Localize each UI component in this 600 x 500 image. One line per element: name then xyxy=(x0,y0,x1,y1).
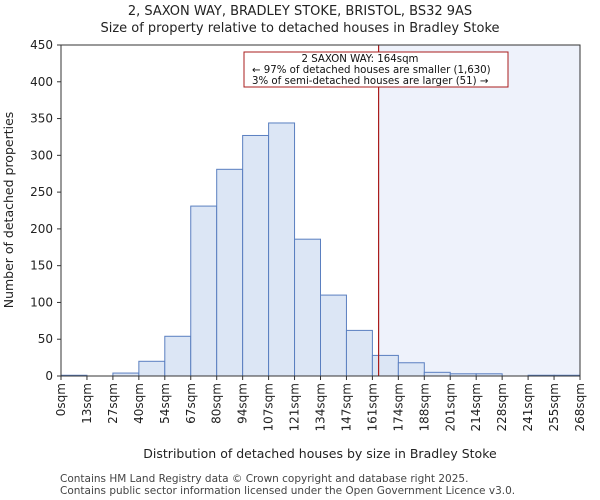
annotation-line1: 2 SAXON WAY: 164sqm xyxy=(302,54,419,65)
x-tick-label: 174sqm xyxy=(391,383,405,431)
x-tick-label: 268sqm xyxy=(573,383,587,431)
x-tick-label: 13sqm xyxy=(80,383,94,424)
x-tick-label: 121sqm xyxy=(288,383,302,431)
x-tick-label: 241sqm xyxy=(521,383,535,431)
bar xyxy=(190,205,218,377)
bar xyxy=(216,168,244,377)
bar xyxy=(345,329,373,377)
y-tick-label: 100 xyxy=(30,295,53,309)
x-tick-label: 40sqm xyxy=(132,383,146,424)
larger-properties-region xyxy=(378,45,580,376)
bar xyxy=(294,238,321,377)
bar xyxy=(397,362,425,377)
y-tick-label: 450 xyxy=(30,38,53,52)
x-tick-label: 201sqm xyxy=(443,383,457,431)
bar xyxy=(371,354,399,377)
x-axis: 0sqm 13sqm 27sqm 40sqm 54sqm 67sqm 80sqm 94sqm 1… xyxy=(54,376,587,431)
annotation-box: 2 SAXON WAY: 164sqm ← 97% of detached ho… xyxy=(243,51,509,88)
bar xyxy=(423,371,451,377)
bar xyxy=(320,294,347,377)
footer-line2: Contains public sector information licen… xyxy=(60,485,515,497)
y-tick-label: 350 xyxy=(30,112,53,126)
y-tick-label: 200 xyxy=(30,222,53,236)
x-tick-label: 147sqm xyxy=(339,383,353,431)
bar xyxy=(242,134,270,377)
y-tick-label: 50 xyxy=(38,332,53,346)
y-axis-label: Number of detached properties xyxy=(1,112,16,309)
x-tick-label: 228sqm xyxy=(495,383,509,431)
x-tick-label: 214sqm xyxy=(469,383,483,431)
x-tick-label: 161sqm xyxy=(365,383,379,431)
y-tick-label: 250 xyxy=(30,185,53,199)
x-tick-label: 67sqm xyxy=(184,383,198,424)
x-tick-label: 255sqm xyxy=(547,383,561,431)
x-axis-label: Distribution of detached houses by size … xyxy=(143,446,497,461)
annotation-line3: 3% of semi-detached houses are larger (5… xyxy=(252,76,489,87)
x-tick-label: 80sqm xyxy=(210,383,224,424)
x-tick-label: 54sqm xyxy=(158,383,172,424)
x-tick-label: 0sqm xyxy=(54,383,68,416)
bar xyxy=(138,360,166,377)
annotation-frame xyxy=(243,51,509,88)
x-tick-label: 107sqm xyxy=(262,383,276,431)
chart-title-line1: 2, SAXON WAY, BRADLEY STOKE, BRISTOL, BS… xyxy=(128,4,472,19)
chart-title-line2: Size of property relative to detached ho… xyxy=(100,21,499,36)
y-axis: 0 50 100 150 200 250 300 350 400 450 xyxy=(30,38,61,383)
bar xyxy=(164,335,192,377)
x-tick-label: 134sqm xyxy=(314,383,328,431)
x-tick-label: 94sqm xyxy=(236,383,250,424)
y-tick-label: 0 xyxy=(45,369,53,383)
y-tick-label: 400 xyxy=(30,75,53,89)
bar xyxy=(268,122,296,377)
bars-group xyxy=(60,122,581,377)
footer-line1: Contains HM Land Registry data © Crown c… xyxy=(60,473,468,485)
y-tick-label: 300 xyxy=(30,148,53,162)
y-tick-label: 150 xyxy=(30,259,53,273)
annotation-line2: ← 97% of detached houses are smaller (1,… xyxy=(252,65,491,76)
x-tick-label: 27sqm xyxy=(106,383,120,424)
x-tick-label: 188sqm xyxy=(417,383,431,431)
plot-frame xyxy=(60,44,581,377)
